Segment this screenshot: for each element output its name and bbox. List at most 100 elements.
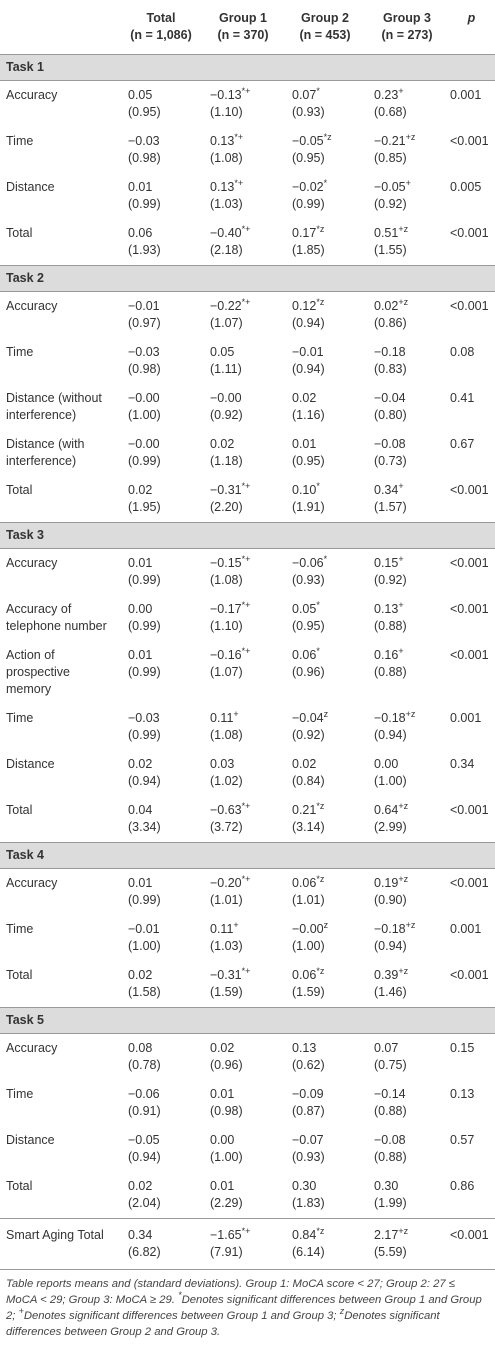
- significance: +z: [398, 1225, 409, 1236]
- mean-line: 0.02: [128, 967, 198, 984]
- value-cell: −0.06 (0.91): [120, 1080, 202, 1126]
- mean-line: 0.30: [374, 1178, 444, 1195]
- mean: −0.06: [292, 556, 324, 570]
- value-cell: 0.02 (1.18): [202, 430, 284, 476]
- mean-line: −0.04z: [292, 708, 362, 727]
- value-cell: −0.05 (0.94): [120, 1126, 202, 1172]
- sd: (1.00): [292, 939, 325, 953]
- mean-line: 0.01: [128, 875, 198, 892]
- mean-line: 0.01: [210, 1178, 280, 1195]
- mean: 0.34: [374, 483, 399, 497]
- significance: *+: [241, 480, 251, 491]
- p-value: 0.001: [450, 88, 482, 102]
- sd: (0.99): [128, 197, 161, 211]
- sd: (3.14): [292, 820, 325, 834]
- mean-line: 0.21*z: [292, 801, 362, 819]
- mean-line: 2.17+z: [374, 1225, 444, 1244]
- mean-line: 0.12*z: [292, 297, 362, 315]
- mean: −0.03: [128, 711, 160, 725]
- mean-line: 0.01: [128, 179, 198, 196]
- sd: (1.18): [210, 454, 243, 468]
- p-header: p: [467, 11, 476, 25]
- value-cell: 0.64+z (2.99): [366, 796, 448, 843]
- mean-line: −0.17*+: [210, 600, 280, 618]
- mean: 0.02: [210, 437, 235, 451]
- mean: 0.05: [292, 602, 317, 616]
- row-label: Distance: [6, 1133, 55, 1147]
- mean: 0.02: [210, 1041, 235, 1055]
- p-value: 0.001: [450, 711, 482, 725]
- mean-line: 0.13+: [374, 600, 444, 618]
- value-cell: 0.13*+ (1.08): [202, 127, 284, 173]
- mean: −0.00: [210, 391, 242, 405]
- mean: 0.02: [128, 1179, 153, 1193]
- mean-line: 0.06*: [292, 646, 362, 664]
- mean: 0.02: [128, 483, 153, 497]
- significance: *+: [241, 1225, 251, 1236]
- row-label: Accuracy: [6, 1041, 58, 1055]
- mean: 0.01: [210, 1087, 235, 1101]
- significance: z: [323, 708, 329, 719]
- mean: 0.11: [210, 711, 234, 725]
- mean-line: 0.23+: [374, 86, 444, 104]
- significance: +: [405, 177, 411, 188]
- mean: −0.21: [374, 134, 406, 148]
- significance: *+: [241, 223, 251, 234]
- mean: 0.13: [210, 180, 235, 194]
- table-header: Total (n = 1,086) Group 1 (n = 370) Group 2 (…: [0, 0, 495, 55]
- sd: (1.00): [128, 408, 161, 422]
- row-label: Distance: [6, 757, 55, 771]
- sd: (1.01): [292, 893, 325, 907]
- mean-line: 0.15+: [374, 554, 444, 572]
- p-value: <0.001: [448, 1218, 495, 1270]
- sd: (0.97): [128, 316, 161, 330]
- value-cell: 0.23+ (0.68): [366, 81, 448, 128]
- mean-line: −0.21+z: [374, 132, 444, 150]
- column-label: Group 2: [301, 11, 349, 25]
- value-cell: 0.02 (0.94): [120, 750, 202, 796]
- column-header: Total (n = 1,086): [120, 0, 202, 55]
- value-cell: −0.02* (0.99): [284, 173, 366, 219]
- sd: (0.62): [292, 1058, 325, 1072]
- value-cell: 0.06*z (1.01): [284, 869, 366, 916]
- row-label: Time: [6, 345, 34, 359]
- data-row: Time −0.03 (0.98) 0.13*+ (1.08) −0.05*z (0.95)…: [0, 127, 495, 173]
- data-row: Distance −0.05 (0.94) 0.00 (1.00) −0.07 (0.93)…: [0, 1126, 495, 1172]
- mean-line: 0.08: [128, 1040, 198, 1057]
- sd: (0.94): [128, 1150, 161, 1164]
- mean: −0.15: [210, 556, 242, 570]
- mean: 0.06: [128, 226, 153, 240]
- mean-line: 0.06*z: [292, 966, 362, 984]
- mean: 0.01: [128, 180, 153, 194]
- sd: (0.84): [292, 774, 325, 788]
- data-row: Smart Aging Total 0.34 (6.82) −1.65*+ (7.91)…: [0, 1218, 495, 1270]
- sd: (3.34): [128, 820, 161, 834]
- mean: −1.65: [210, 1228, 242, 1242]
- value-cell: −0.00 (0.92): [202, 384, 284, 430]
- value-cell: 0.00 (1.00): [202, 1126, 284, 1172]
- value-cell: 0.21*z (3.14): [284, 796, 366, 843]
- mean-line: 0.05*: [292, 600, 362, 618]
- row-label: Accuracy: [6, 299, 58, 313]
- row-label: Total: [6, 226, 33, 240]
- value-cell: 0.08 (0.78): [120, 1034, 202, 1081]
- mean-line: −0.01: [128, 921, 198, 938]
- mean: 2.17: [374, 1228, 399, 1242]
- mean: 0.06: [292, 968, 317, 982]
- mean-line: 0.51+z: [374, 224, 444, 242]
- value-cell: −0.16*+ (1.07): [202, 641, 284, 704]
- mean: −0.05: [374, 180, 406, 194]
- value-cell: −0.08 (0.73): [366, 430, 448, 476]
- mean-line: 0.17*z: [292, 224, 362, 242]
- mean-line: 0.00: [128, 601, 198, 618]
- mean-line: −0.05: [128, 1132, 198, 1149]
- sd: (2.20): [210, 500, 243, 514]
- p-value: <0.001: [450, 803, 489, 817]
- significance: +z: [405, 708, 416, 719]
- mean-line: −1.65*+: [210, 1225, 280, 1244]
- value-cell: 0.13+ (0.88): [366, 595, 448, 641]
- mean: 0.00: [374, 757, 399, 771]
- mean-line: −0.04: [374, 390, 444, 407]
- value-cell: −0.04z (0.92): [284, 704, 366, 750]
